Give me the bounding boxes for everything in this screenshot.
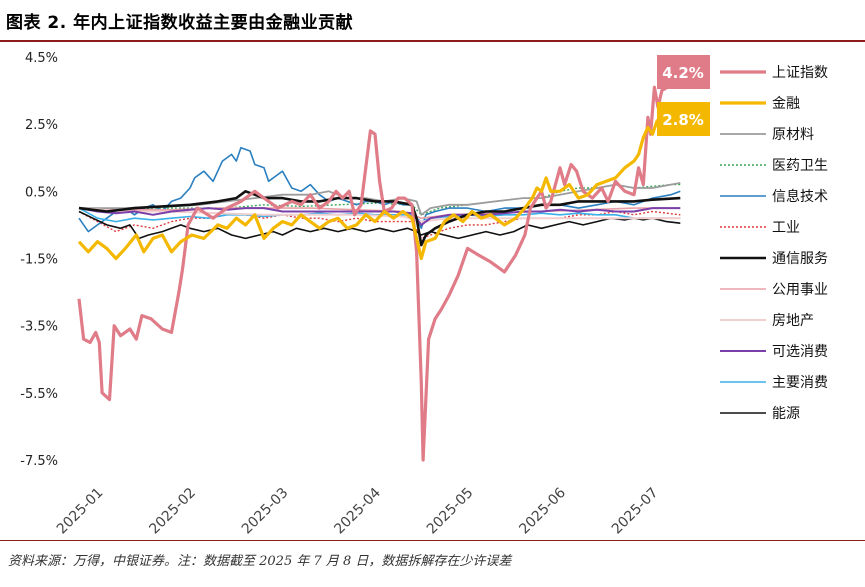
y-tick-label: 2.5%	[25, 118, 58, 133]
y-tick-label: 0.5%	[25, 185, 58, 200]
series-line	[78, 207, 681, 223]
figure-title: 图表 2. 年内上证指数收益主要由金融业贡献	[6, 13, 354, 33]
line-chart: 4.5% 2.5% 0.5% -1.5% -3.5% -5.5% -7.5% 2025-01 2…	[20, 51, 828, 538]
x-tick-label: 2025-03	[239, 485, 292, 538]
callout-badge	[657, 55, 710, 89]
series-line	[77, 112, 681, 261]
legend-label: 工业	[772, 220, 800, 236]
x-tick-label: 2025-06	[516, 485, 569, 538]
y-tick-label: -3.5%	[20, 320, 58, 335]
footer-rule	[0, 540, 865, 541]
legend-label: 上证指数	[772, 65, 828, 81]
x-tick-label: 2025-02	[146, 485, 199, 538]
legend-label: 能源	[772, 406, 800, 422]
x-tick-label: 2025-04	[331, 485, 384, 538]
legend-label: 信息技术	[772, 188, 828, 205]
legend-label: 可选消费	[772, 344, 828, 360]
series-line	[77, 66, 682, 462]
legend-label: 房地产	[772, 313, 814, 329]
legend-label: 公用事业	[772, 282, 828, 298]
x-tick-label: 2025-05	[424, 485, 477, 538]
legend-label: 主要消费	[772, 375, 828, 391]
y-tick-label: -7.5%	[20, 454, 58, 469]
source-note: 资料来源：万得，中银证券。注：数据截至 2025 年 7 月 8 日，数据拆解存…	[8, 554, 512, 569]
callout-label: 2.8%	[662, 111, 704, 129]
legend-label: 通信服务	[772, 251, 828, 267]
x-tick-label: 2025-07	[609, 485, 662, 538]
legend-label: 原材料	[772, 127, 814, 143]
callout-badge	[657, 102, 710, 136]
legend-label: 医药卫生	[772, 158, 828, 174]
y-tick-label: 4.5%	[25, 51, 58, 66]
callout-label: 4.2%	[662, 64, 704, 82]
series-line	[78, 207, 681, 223]
series-line	[78, 210, 681, 240]
legend-label: 金融	[772, 96, 800, 112]
title-rule	[0, 40, 865, 42]
y-tick-label: -1.5%	[20, 253, 58, 268]
y-tick-label: -5.5%	[20, 387, 58, 402]
series-line	[78, 210, 681, 240]
x-tick-label: 2025-01	[54, 485, 107, 538]
figure-header: 图表 2. 年内上证指数收益主要由金融业贡献	[0, 0, 865, 44]
